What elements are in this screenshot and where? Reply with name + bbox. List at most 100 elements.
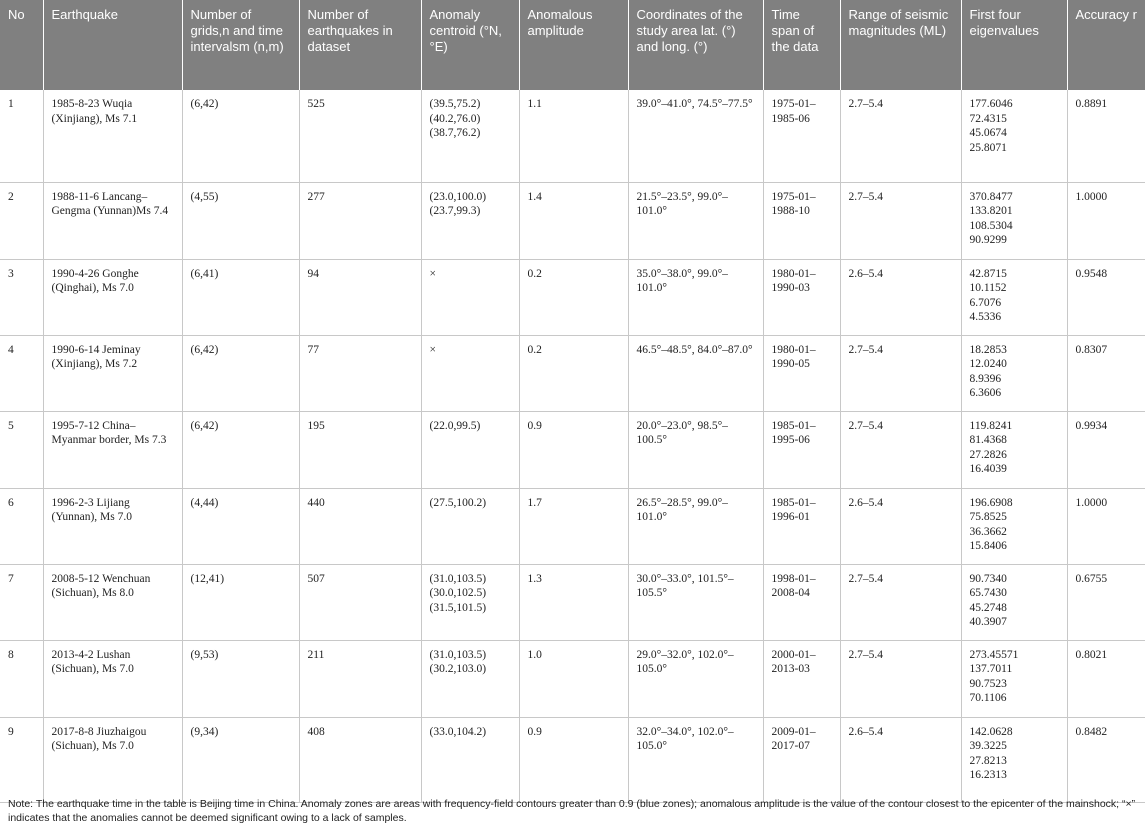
cell-earthquake: 1988-11-6 Lancang–Gengma (Yunnan)Ms 7.4: [42, 182, 182, 260]
cell-eigen: 177.6046 72.4315 45.0674 25.8071: [960, 90, 1067, 183]
cell-eigen: 18.2853 12.0240 8.9396 6.3606: [960, 335, 1067, 412]
cell-eigen-line: 65.7430: [969, 587, 1007, 599]
cell-amplitude: 0.2: [518, 259, 628, 336]
cell-amplitude: 1.1: [518, 90, 628, 183]
cell-centroid-line: (39.5,75.2): [429, 98, 481, 110]
table-row: 7 2008-5-12 Wenchuan (Sichuan), Ms 8.0 (12…: [0, 564, 1145, 641]
cell-coords: 32.0°–34.0°, 102.0°–105.0°: [627, 717, 763, 803]
cell-eigen-line: 142.0628: [969, 725, 1013, 738]
cell-magnitudes: 2.6–5.4: [839, 259, 961, 336]
table-row: 1 1985-8-23 Wuqia (Xinjiang), Ms 7.1 (6,42…: [0, 90, 1145, 183]
cell-eigen-line: 90.7523: [969, 677, 1007, 690]
cell-eigen-line: 177.6046: [969, 98, 1013, 110]
cell-centroid: (31.0,103.5) (30.2,103.0): [420, 640, 519, 718]
cell-no: 7: [0, 564, 43, 641]
cell-earthquake: 2017-8-8 Jiuzhaigou (Sichuan), Ms 7.0: [42, 717, 182, 803]
cell-centroid: (39.5,75.2) (40.2,76.0) (38.7,76.2): [420, 90, 519, 183]
cell-eigen-line: 133.8201: [969, 205, 1013, 217]
table-header-row: No Earthquake Number of grids,n and time i…: [0, 0, 1145, 90]
header-col-count: Number of earthquakes in dataset: [298, 0, 421, 90]
cell-centroid-line: (40.2,76.0): [429, 112, 481, 125]
cell-timespan: 1980-01–1990-03: [762, 259, 840, 336]
cell-coords: 46.5°–48.5°, 84.0°–87.0°: [627, 335, 763, 412]
cell-centroid-line: ×: [429, 267, 437, 280]
cell-amplitude: 0.2: [518, 335, 628, 412]
cell-earthquake: 1996-2-3 Lijiang (Yunnan), Ms 7.0: [42, 488, 182, 565]
cell-centroid-line: (38.7,76.2): [429, 127, 481, 139]
cell-accuracy: 1.0000: [1066, 488, 1145, 565]
cell-accuracy: 0.8891: [1066, 90, 1145, 183]
header-col-centroid: Anomaly centroid (°N, °E): [420, 0, 519, 90]
cell-accuracy: 1.0000: [1066, 182, 1145, 260]
cell-coords: 29.0°–32.0°, 102.0°–105.0°: [627, 640, 763, 718]
cell-grids: (6,42): [181, 90, 299, 183]
cell-eigen-line: 273.45571: [969, 648, 1019, 661]
cell-count: 525: [298, 90, 421, 183]
cell-eigen-line: 90.9299: [969, 234, 1007, 246]
cell-amplitude: 1.3: [518, 564, 628, 641]
table-row: 6 1996-2-3 Lijiang (Yunnan), Ms 7.0 (4,44)…: [0, 488, 1145, 565]
cell-eigen: 42.8715 10.1152 6.7076 4.5336: [960, 259, 1067, 336]
cell-centroid-line: (31.0,103.5): [429, 648, 487, 661]
cell-coords: 35.0°–38.0°, 99.0°–101.0°: [627, 259, 763, 336]
cell-accuracy: 0.8482: [1066, 717, 1145, 803]
cell-eigen-line: 6.3606: [969, 387, 1002, 399]
cell-timespan: 1998-01–2008-04: [762, 564, 840, 641]
cell-eigen-line: 10.1152: [969, 282, 1007, 294]
cell-count: 507: [298, 564, 421, 641]
cell-amplitude: 0.9: [518, 717, 628, 803]
cell-magnitudes: 2.7–5.4: [839, 564, 961, 641]
cell-centroid: (27.5,100.2): [420, 488, 519, 565]
table-note: Note: The earthquake time in the table i…: [8, 798, 1136, 824]
cell-centroid: ×: [420, 335, 519, 412]
cell-accuracy: 0.9548: [1066, 259, 1145, 336]
cell-eigen-line: 196.6908: [969, 496, 1013, 509]
cell-eigen-line: 12.0240: [969, 358, 1007, 370]
header-col-eigen: First four eigenvalues: [960, 0, 1067, 90]
header-col-no: No: [0, 0, 43, 90]
cell-earthquake: 2008-5-12 Wenchuan (Sichuan), Ms 8.0: [42, 564, 182, 641]
table-row: 4 1990-6-14 Jeminay (Xinjiang), Ms 7.2 (6,…: [0, 335, 1145, 412]
cell-grids: (4,55): [181, 182, 299, 260]
cell-eigen-line: 25.8071: [969, 141, 1007, 154]
cell-grids: (6,41): [181, 259, 299, 336]
cell-accuracy: 0.8307: [1066, 335, 1145, 412]
cell-eigen-line: 16.4039: [969, 463, 1007, 475]
cell-centroid: (31.0,103.5) (30.0,102.5) (31.5,101.5): [420, 564, 519, 641]
cell-centroid-line: (33.0,104.2): [429, 725, 487, 738]
cell-magnitudes: 2.7–5.4: [839, 640, 961, 718]
cell-count: 77: [298, 335, 421, 412]
cell-centroid-line: (30.2,103.0): [429, 663, 487, 675]
cell-count: 440: [298, 488, 421, 565]
cell-timespan: 2009-01–2017-07: [762, 717, 840, 803]
cell-no: 1: [0, 90, 43, 183]
cell-count: 408: [298, 717, 421, 803]
cell-no: 4: [0, 335, 43, 412]
cell-eigen-line: 90.7340: [969, 572, 1007, 585]
cell-eigen: 196.6908 75.8525 36.3662 15.8406: [960, 488, 1067, 565]
cell-centroid-line: (23.0,100.0): [429, 190, 487, 203]
cell-eigen-line: 4.5336: [969, 311, 1002, 323]
cell-eigen-line: 15.8406: [969, 540, 1007, 552]
header-col-earthquake: Earthquake: [42, 0, 182, 90]
cell-eigen-line: 108.5304: [969, 219, 1013, 232]
cell-eigen-line: 27.8213: [969, 754, 1007, 767]
cell-eigen: 119.8241 81.4368 27.2826 16.4039: [960, 411, 1067, 489]
header-col-coords: Coordinates of the study area lat. (°) a…: [627, 0, 763, 90]
header-col-amplitude: Anomalous amplitude: [518, 0, 628, 90]
cell-grids: (9,34): [181, 717, 299, 803]
cell-timespan: 1975-01–1988-10: [762, 182, 840, 260]
cell-earthquake: 1990-6-14 Jeminay (Xinjiang), Ms 7.2: [42, 335, 182, 412]
cell-eigen-line: 370.8477: [969, 190, 1013, 203]
cell-eigen-line: 45.2748: [969, 601, 1007, 614]
cell-earthquake: 1990-4-26 Gonghe (Qinghai), Ms 7.0: [42, 259, 182, 336]
cell-eigen-line: 70.1106: [969, 692, 1007, 704]
cell-eigen-line: 36.3662: [969, 525, 1007, 538]
table-row: 3 1990-4-26 Gonghe (Qinghai), Ms 7.0 (6,41…: [0, 259, 1145, 336]
cell-centroid-line: (27.5,100.2): [429, 496, 487, 509]
cell-eigen: 370.8477 133.8201 108.5304 90.9299: [960, 182, 1067, 260]
cell-centroid-line: (22.0,99.5): [429, 419, 481, 432]
table-row: 9 2017-8-8 Jiuzhaigou (Sichuan), Ms 7.0 (9…: [0, 717, 1145, 803]
cell-amplitude: 1.7: [518, 488, 628, 565]
cell-count: 195: [298, 411, 421, 489]
